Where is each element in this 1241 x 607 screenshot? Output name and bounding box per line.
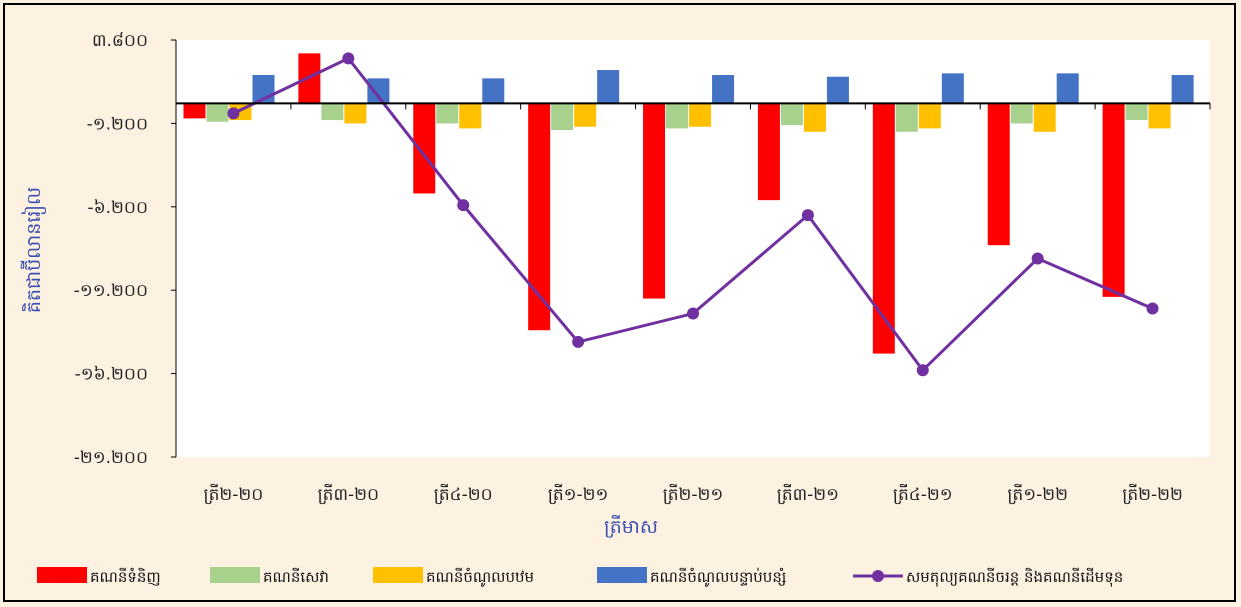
legend-swatch xyxy=(210,567,260,583)
bar-s3-c8 xyxy=(1171,75,1194,104)
bar-s1-c2 xyxy=(436,103,459,124)
line-point-6 xyxy=(916,364,929,377)
x-tick-label: ត្រី៣-២០ xyxy=(318,483,379,505)
line-point-0 xyxy=(227,107,240,120)
y-tick-label: -២១.២០០ xyxy=(74,448,148,468)
y-tick-label: -១៦.២០០ xyxy=(75,365,148,385)
bar-s2-c1 xyxy=(344,103,367,124)
bar-s2-c8 xyxy=(1148,103,1171,129)
x-tick-label: ត្រី២-២២ xyxy=(1122,483,1183,505)
legend-swatch xyxy=(37,567,87,583)
bar-s0-c8 xyxy=(1102,103,1125,297)
bar-s1-c5 xyxy=(780,103,803,126)
x-tick-label: ត្រី២-២០ xyxy=(204,483,264,505)
bar-s1-c6 xyxy=(895,103,918,132)
legend-label: គណនីទំនិញ xyxy=(90,567,161,586)
bar-s2-c6 xyxy=(918,103,941,129)
y-tick-labels: ៣.៨០០ -១.២០០ -៦.២០០ -១១.២០០ -១៦.២០០ -២១.២០០ xyxy=(74,31,148,468)
y-axis-title: គិតជាប៊ីលានរៀល xyxy=(20,187,47,313)
y-tick-label: ៣.៨០០ xyxy=(92,31,148,51)
line-point-2 xyxy=(457,199,470,212)
line-point-1 xyxy=(342,52,355,65)
bar-s3-c7 xyxy=(1056,73,1079,104)
y-tick-label: -៦.២០០ xyxy=(87,198,148,218)
line-point-7 xyxy=(1031,252,1044,265)
x-tick-label: ត្រី៤-២០ xyxy=(434,483,493,505)
bar-s2-c2 xyxy=(459,103,482,129)
x-tick-label: ត្រី២-២១ xyxy=(663,483,724,505)
bars-group xyxy=(183,53,1194,354)
bar-s0-c0 xyxy=(183,103,206,119)
line-point-8 xyxy=(1146,302,1159,315)
line-point-3 xyxy=(572,335,585,348)
line-point-4 xyxy=(687,307,699,320)
bar-s1-c3 xyxy=(551,103,574,131)
legend-label: គណនីចំណូលបន្ទាប់បន្សំ xyxy=(650,567,786,587)
y-tick-label: -១.២០០ xyxy=(87,114,148,134)
x-tick-label: ត្រី៤-២១ xyxy=(893,483,953,505)
bar-s1-c8 xyxy=(1125,103,1148,121)
bar-s0-c2 xyxy=(413,103,436,194)
line-point-5 xyxy=(801,209,814,222)
x-tick-labels: ត្រី២-២០ ត្រី៣-២០ ត្រី៤-២០ ត្រី១-២១ ត្រី២-២១… xyxy=(204,483,1183,505)
bar-s1-c1 xyxy=(321,103,344,121)
bar-s3-c4 xyxy=(712,75,735,104)
bar-s1-c0 xyxy=(206,103,229,122)
bar-s2-c4 xyxy=(689,103,712,127)
bar-s1-c4 xyxy=(666,103,689,129)
legend: គណនីទំនិញ គណនីសេវា គណនីចំណូលបឋម គណនីចំណូលបន… xyxy=(37,567,1123,587)
bar-s3-c2 xyxy=(482,78,505,104)
bar-s0-c3 xyxy=(528,103,551,331)
bar-s2-c3 xyxy=(574,103,597,127)
y-tick-label: -១១.២០០ xyxy=(74,281,148,301)
bar-s3-c1 xyxy=(367,78,390,104)
bar-s3-c3 xyxy=(597,70,620,104)
legend-swatch xyxy=(373,567,423,583)
legend-label: គណនីចំណូលបឋម xyxy=(426,567,534,587)
legend-swatch xyxy=(597,567,647,583)
x-tick-label: ត្រី១-២២ xyxy=(1007,483,1068,505)
bar-s0-c6 xyxy=(872,103,895,354)
bar-s0-c5 xyxy=(757,103,780,201)
bar-s0-c4 xyxy=(643,103,666,299)
bar-s3-c5 xyxy=(826,76,849,104)
x-axis-title: ត្រីមាស xyxy=(604,514,658,538)
x-tick-label: ត្រី១-២១ xyxy=(548,483,609,505)
legend-swatch-marker xyxy=(872,570,884,582)
bar-s0-c7 xyxy=(987,103,1010,246)
legend-label: គណនីសេវា xyxy=(263,567,329,586)
axes-group xyxy=(171,39,1211,458)
legend-label: សមតុល្យគណនីចរន្ត និងគណនីដើមទុន xyxy=(906,567,1123,587)
bar-s2-c5 xyxy=(803,103,826,132)
bar-s3-c6 xyxy=(941,73,964,104)
line-group xyxy=(227,52,1159,377)
x-tick-label: ត្រី៣-២១ xyxy=(777,483,839,505)
bar-s1-c7 xyxy=(1010,103,1033,124)
bar-s2-c7 xyxy=(1033,103,1056,132)
